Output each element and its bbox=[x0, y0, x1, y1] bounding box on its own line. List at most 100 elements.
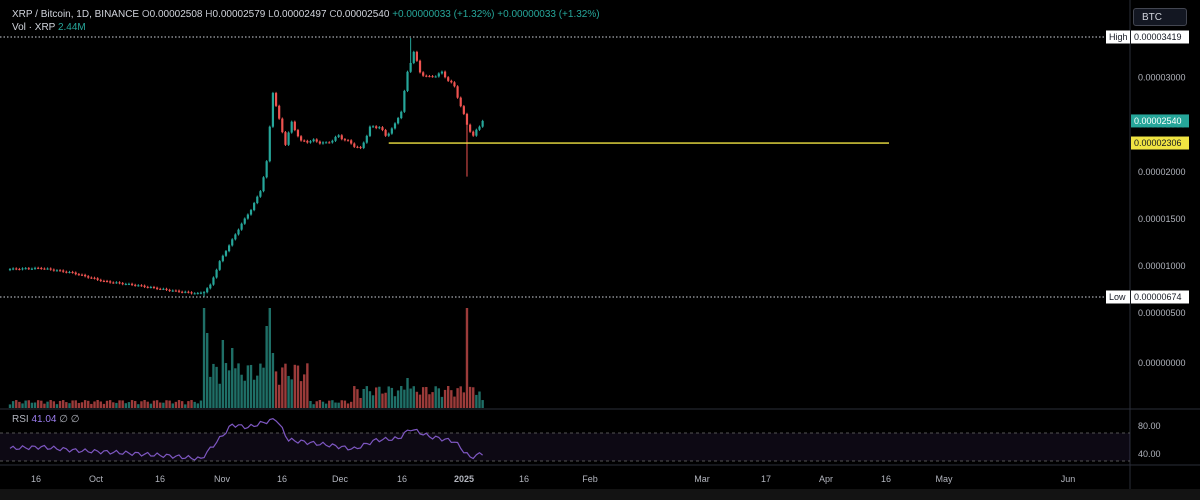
candle bbox=[149, 287, 152, 289]
candle bbox=[124, 283, 127, 285]
volume-bar bbox=[453, 396, 456, 408]
volume-bar bbox=[121, 400, 124, 408]
volume-bar bbox=[349, 401, 353, 408]
low-label-tag bbox=[1106, 290, 1130, 304]
volume-bar bbox=[346, 403, 350, 408]
candle bbox=[202, 292, 206, 294]
volume-bar bbox=[337, 402, 340, 408]
high-low-lines bbox=[0, 36, 1130, 298]
open-value: 0.00002508 bbox=[149, 9, 203, 20]
candle bbox=[140, 285, 143, 287]
volume-bar bbox=[55, 404, 59, 408]
change-value: +0.00000033 (+1.32%) bbox=[392, 9, 495, 20]
candle bbox=[293, 121, 296, 131]
bottom-strip bbox=[0, 489, 1200, 500]
candle bbox=[434, 76, 437, 78]
volume-bar bbox=[353, 386, 356, 408]
volume-bar bbox=[390, 387, 394, 408]
volume-bar bbox=[243, 380, 246, 408]
rsi-band bbox=[0, 432, 1130, 462]
candle bbox=[90, 277, 93, 279]
volume-bar bbox=[443, 389, 447, 408]
high-value: 0.00002579 bbox=[212, 9, 266, 20]
volume-bar bbox=[68, 403, 71, 408]
volume-bar bbox=[472, 387, 475, 408]
candle bbox=[24, 268, 27, 270]
volume-bar bbox=[318, 400, 322, 408]
volume-bar bbox=[456, 388, 459, 408]
candle bbox=[359, 147, 362, 149]
volume-bar bbox=[387, 386, 390, 408]
volume-bar bbox=[234, 368, 237, 408]
volume-bar bbox=[130, 400, 134, 408]
volume-bar bbox=[80, 402, 84, 408]
separators bbox=[0, 0, 1200, 489]
volume-bar bbox=[165, 400, 168, 408]
volume-bar bbox=[259, 363, 262, 408]
candle bbox=[209, 284, 212, 289]
candle bbox=[450, 80, 453, 83]
candle bbox=[306, 140, 309, 143]
candle bbox=[215, 269, 218, 278]
volume-bar bbox=[324, 403, 328, 408]
candle bbox=[52, 269, 55, 271]
volume-bar bbox=[296, 365, 300, 408]
candle bbox=[240, 223, 243, 230]
candle bbox=[253, 203, 256, 211]
volume-bar bbox=[277, 384, 281, 408]
volume-bar bbox=[328, 400, 331, 408]
volume-bar bbox=[368, 391, 372, 408]
high-label: High bbox=[1109, 32, 1128, 42]
volume-bar bbox=[293, 364, 297, 408]
candle bbox=[465, 113, 469, 125]
candle bbox=[224, 251, 228, 256]
volume-bar bbox=[171, 403, 174, 408]
currency-button[interactable]: BTC bbox=[1133, 8, 1187, 26]
volume-bar bbox=[481, 400, 484, 408]
time-tick-label: May bbox=[935, 474, 953, 484]
price-axis: 0.000030000.000025000.000020000.00001500… bbox=[1106, 30, 1189, 459]
candle bbox=[287, 132, 290, 145]
volume-bar bbox=[334, 402, 337, 408]
candle bbox=[146, 286, 149, 288]
candle bbox=[365, 135, 368, 143]
candle bbox=[393, 123, 397, 129]
candle bbox=[390, 128, 393, 134]
volume-bar bbox=[137, 404, 140, 408]
price-candles bbox=[8, 38, 484, 297]
volume-bar bbox=[359, 397, 362, 408]
candle bbox=[181, 291, 184, 293]
rsi-series bbox=[9, 418, 483, 461]
time-tick-label: Jun bbox=[1061, 474, 1076, 484]
volume-bar bbox=[202, 308, 206, 408]
low-value: 0.00002497 bbox=[273, 9, 327, 20]
candle bbox=[102, 280, 105, 282]
candle bbox=[262, 177, 265, 192]
rsi-label: RSI bbox=[12, 414, 29, 425]
volume-bar bbox=[159, 402, 162, 408]
volume-bar bbox=[450, 390, 453, 408]
volume-bar bbox=[143, 400, 146, 408]
candle bbox=[196, 293, 199, 295]
volume-bar bbox=[180, 401, 184, 408]
volume-bar bbox=[162, 402, 165, 408]
volume-bar bbox=[43, 403, 46, 408]
candle bbox=[206, 288, 209, 293]
candle bbox=[309, 141, 312, 143]
candle bbox=[221, 255, 224, 262]
volume-bar bbox=[127, 402, 131, 408]
volume-bar bbox=[240, 374, 243, 408]
time-tick-label: Feb bbox=[582, 474, 598, 484]
candle bbox=[228, 245, 231, 252]
candle bbox=[15, 268, 18, 270]
candle bbox=[190, 292, 193, 294]
volume-bar bbox=[49, 400, 52, 408]
price-tick-label: 0.00003000 bbox=[1138, 73, 1186, 83]
candle bbox=[303, 140, 306, 142]
volume-bar bbox=[475, 394, 478, 408]
volume-bar bbox=[33, 402, 37, 408]
rsi-tick-label: 40.00 bbox=[1138, 449, 1161, 459]
candle bbox=[159, 288, 162, 290]
volume-bar bbox=[406, 378, 409, 408]
